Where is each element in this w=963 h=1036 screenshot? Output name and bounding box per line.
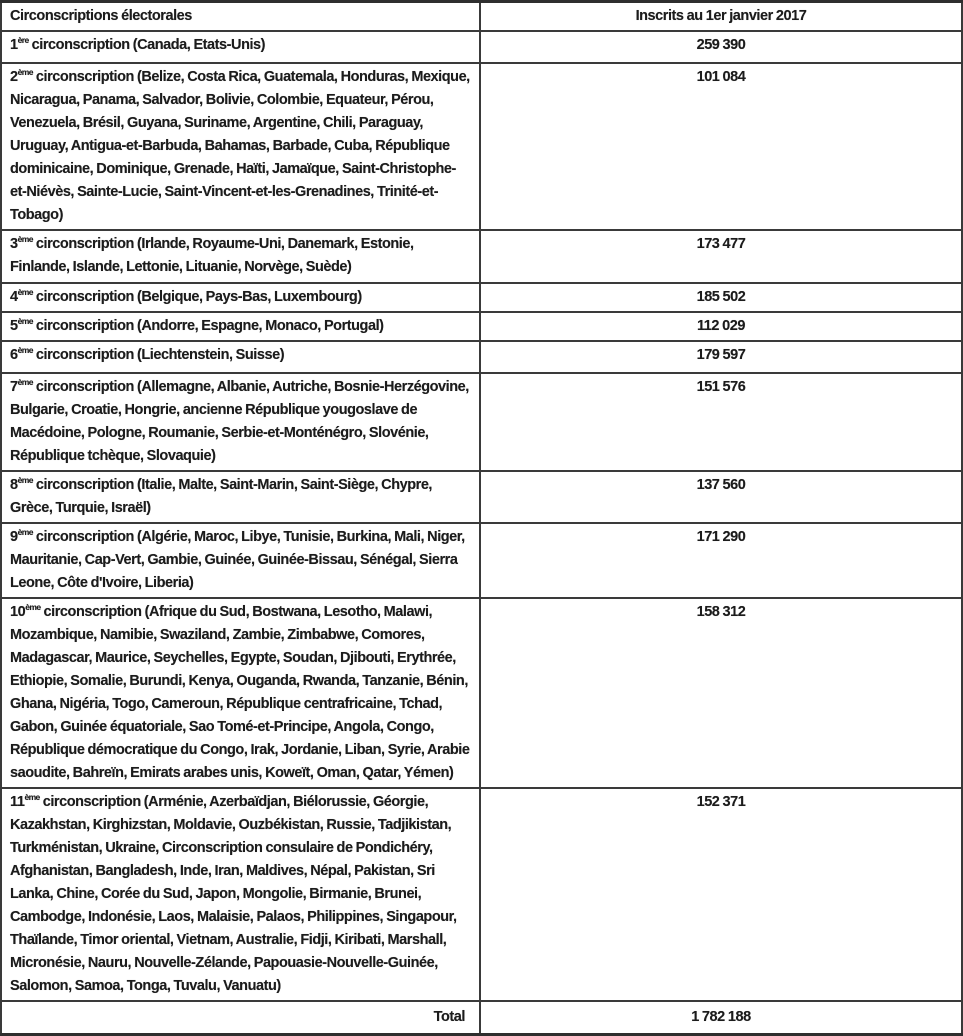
- circonscription-cell: 9ème circonscription (Algérie, Maroc, Li…: [0, 522, 481, 599]
- circonscription-label: circonscription (Allemagne, Albanie, Aut…: [10, 379, 469, 464]
- circonscription-ordinal: 9: [10, 529, 18, 545]
- inscrits-cell: 101 084: [478, 62, 963, 231]
- table-row: 8ème circonscription (Italie, Malte, Sai…: [0, 470, 963, 524]
- circonscription-ordinal-suffix: ème: [25, 602, 41, 613]
- inscrits-cell: 171 290: [478, 522, 963, 599]
- circonscription-ordinal-suffix: ème: [17, 234, 34, 245]
- total-label: Total: [0, 1000, 481, 1036]
- circonscription-ordinal-suffix: ème: [17, 345, 34, 356]
- circonscription-label: circonscription (Algérie, Maroc, Libye, …: [10, 529, 465, 591]
- inscrits-cell: 112 029: [478, 311, 963, 342]
- total-value: 1 782 188: [478, 1000, 963, 1036]
- circonscription-ordinal-suffix: ème: [17, 316, 34, 327]
- inscrits-cell: 179 597: [478, 340, 963, 374]
- table-header-row: Circonscriptions électorales Inscrits au…: [0, 0, 963, 32]
- inscrits-cell: 185 502: [478, 282, 963, 313]
- circonscription-ordinal: 6: [10, 347, 18, 363]
- circonscription-cell: 7ème circonscription (Allemagne, Albanie…: [0, 372, 481, 472]
- circonscription-label: circonscription (Andorre, Espagne, Monac…: [32, 318, 384, 334]
- circonscription-cell: 1ère circonscription (Canada, Etats-Unis…: [0, 30, 481, 64]
- circonscription-cell: 4ème circonscription (Belgique, Pays-Bas…: [0, 282, 481, 313]
- circonscription-ordinal-suffix: ème: [17, 475, 34, 486]
- circonscription-ordinal-suffix: ère: [17, 35, 30, 46]
- table-row: 11ème circonscription (Arménie, Azerbaïd…: [0, 787, 963, 1002]
- table-row: 2ème circonscription (Belize, Costa Rica…: [0, 62, 963, 231]
- circonscription-cell: 8ème circonscription (Italie, Malte, Sai…: [0, 470, 481, 524]
- inscrits-cell: 259 390: [478, 30, 963, 64]
- circonscription-ordinal-suffix: ème: [17, 287, 34, 298]
- circonscription-label: circonscription (Irlande, Royaume-Uni, D…: [10, 236, 414, 275]
- table-row: 4ème circonscription (Belgique, Pays-Bas…: [0, 282, 963, 313]
- inscrits-cell: 137 560: [478, 470, 963, 524]
- table-body: 1ère circonscription (Canada, Etats-Unis…: [0, 30, 963, 1002]
- circonscription-ordinal: 7: [10, 379, 18, 395]
- circonscription-ordinal-suffix: ème: [17, 377, 34, 388]
- circonscription-label: circonscription (Italie, Malte, Saint-Ma…: [10, 477, 433, 516]
- table-row: 1ère circonscription (Canada, Etats-Unis…: [0, 30, 963, 64]
- inscrits-cell: 158 312: [478, 597, 963, 789]
- table-row: 7ème circonscription (Allemagne, Albanie…: [0, 372, 963, 472]
- inscrits-cell: 152 371: [478, 787, 963, 1002]
- circonscription-label: circonscription (Arménie, Azerbaïdjan, B…: [10, 794, 457, 994]
- circonscription-cell: 11ème circonscription (Arménie, Azerbaïd…: [0, 787, 481, 1002]
- circonscription-ordinal: 2: [10, 69, 18, 85]
- circonscription-ordinal: 1: [10, 37, 18, 53]
- total-row: Total 1 782 188: [0, 1000, 963, 1036]
- table-row: 9ème circonscription (Algérie, Maroc, Li…: [0, 522, 963, 599]
- header-circonscriptions: Circonscriptions électorales: [0, 0, 481, 32]
- circonscription-label: circonscription (Liechtenstein, Suisse): [32, 347, 285, 363]
- header-inscrits: Inscrits au 1er janvier 2017: [478, 0, 963, 32]
- circonscription-cell: 10ème circonscription (Afrique du Sud, B…: [0, 597, 481, 789]
- inscrits-cell: 173 477: [478, 229, 963, 284]
- circonscription-ordinal: 8: [10, 477, 18, 493]
- circonscription-ordinal: 4: [10, 289, 18, 305]
- table-row: 5ème circonscription (Andorre, Espagne, …: [0, 311, 963, 342]
- circonscription-ordinal: 11: [10, 794, 25, 810]
- table-row: 3ème circonscription (Irlande, Royaume-U…: [0, 229, 963, 284]
- circonscription-ordinal: 10: [10, 604, 26, 620]
- table-row: 6ème circonscription (Liechtenstein, Sui…: [0, 340, 963, 374]
- circonscription-ordinal-suffix: ème: [24, 792, 40, 803]
- circonscription-cell: 5ème circonscription (Andorre, Espagne, …: [0, 311, 481, 342]
- circonscription-cell: 2ème circonscription (Belize, Costa Rica…: [0, 62, 481, 231]
- circonscription-label: circonscription (Belgique, Pays-Bas, Lux…: [32, 289, 362, 305]
- circonscription-cell: 6ème circonscription (Liechtenstein, Sui…: [0, 340, 481, 374]
- table-row: 10ème circonscription (Afrique du Sud, B…: [0, 597, 963, 789]
- circonscription-ordinal-suffix: ème: [17, 527, 34, 538]
- circonscription-ordinal: 5: [10, 318, 18, 334]
- circonscription-ordinal: 3: [10, 236, 18, 252]
- circonscription-ordinal-suffix: ème: [17, 67, 34, 78]
- circonscription-cell: 3ème circonscription (Irlande, Royaume-U…: [0, 229, 481, 284]
- inscrits-cell: 151 576: [478, 372, 963, 472]
- circonscription-label: circonscription (Afrique du Sud, Bostwan…: [10, 604, 470, 781]
- circonscription-label: circonscription (Canada, Etats-Unis): [28, 37, 266, 53]
- circonscription-label: circonscription (Belize, Costa Rica, Gua…: [10, 69, 470, 223]
